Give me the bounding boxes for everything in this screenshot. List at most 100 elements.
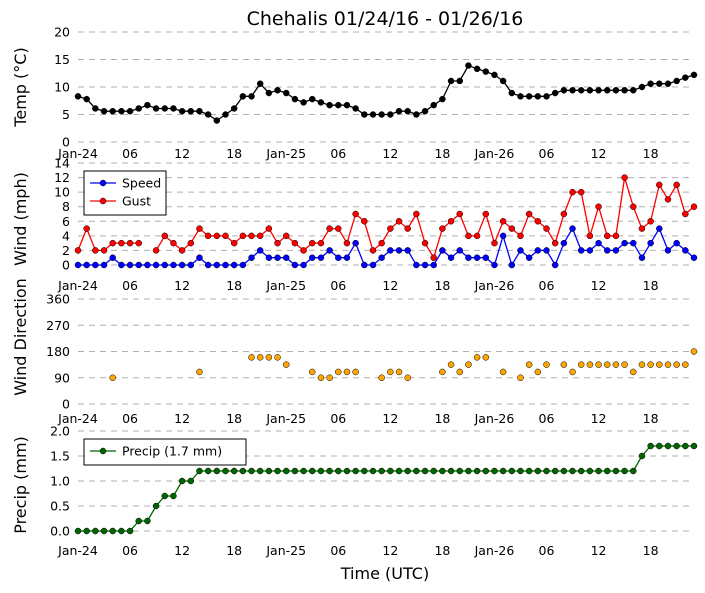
- data-point: [326, 374, 333, 381]
- data-point: [317, 254, 325, 261]
- y-tick-label: 2: [62, 243, 70, 258]
- data-point: [603, 232, 611, 240]
- data-point: [534, 467, 542, 475]
- y-tick-label: 0: [62, 135, 70, 150]
- y-tick-label: 10: [54, 80, 70, 95]
- data-point: [690, 203, 698, 210]
- data-point: [378, 374, 385, 381]
- data-point: [170, 239, 177, 247]
- x-tick-label: 12: [174, 146, 190, 161]
- data-point: [517, 93, 524, 100]
- data-point: [404, 225, 411, 232]
- data-point: [517, 232, 524, 240]
- data-point: [361, 218, 368, 225]
- data-point: [473, 232, 481, 240]
- x-tick-label: Jan-26: [474, 543, 515, 558]
- data-point: [239, 232, 247, 240]
- data-point: [317, 99, 325, 106]
- data-point: [152, 261, 160, 269]
- data-point: [656, 181, 663, 189]
- data-point: [126, 107, 134, 115]
- data-point: [569, 87, 576, 94]
- data-point: [291, 239, 299, 247]
- data-point: [256, 247, 264, 254]
- data-point: [560, 87, 568, 94]
- chart-title: Chehalis 01/24/16 - 01/26/16: [247, 8, 524, 30]
- y-tick-label: 1.0: [50, 474, 70, 489]
- data-point: [482, 210, 490, 218]
- data-point: [482, 467, 490, 475]
- data-point: [326, 101, 333, 109]
- data-point: [178, 247, 186, 254]
- data-point: [499, 232, 507, 240]
- data-point: [204, 232, 212, 240]
- data-point: [430, 254, 437, 261]
- data-point: [595, 87, 602, 94]
- data-point: [326, 225, 333, 232]
- data-point: [517, 374, 524, 381]
- data-point: [248, 254, 255, 261]
- data-point: [230, 261, 238, 269]
- data-point: [352, 239, 359, 247]
- data-point: [682, 442, 689, 450]
- data-point: [647, 361, 654, 368]
- data-point: [491, 71, 498, 79]
- data-point: [178, 261, 186, 269]
- data-point: [430, 101, 437, 109]
- data-point: [543, 93, 550, 100]
- data-point: [395, 467, 403, 475]
- series-precip-1-7-mm: [74, 442, 698, 535]
- y-tick-label: 1.5: [50, 449, 70, 464]
- data-point: [326, 467, 333, 475]
- x-tick-label: 12: [591, 543, 607, 558]
- data-point: [673, 361, 680, 368]
- data-point: [404, 467, 411, 475]
- data-point: [456, 210, 463, 218]
- x-tick-label: 12: [591, 278, 607, 293]
- data-point: [178, 477, 186, 485]
- data-point: [534, 218, 542, 225]
- data-point: [447, 77, 455, 85]
- y-tick-label: 12: [54, 170, 70, 185]
- data-point: [612, 247, 620, 254]
- data-point: [690, 348, 698, 355]
- x-tick-label: 18: [643, 146, 659, 161]
- data-point: [413, 111, 420, 118]
- data-point: [473, 254, 481, 261]
- data-point: [690, 442, 698, 450]
- data-point: [83, 95, 90, 103]
- data-point: [239, 93, 247, 100]
- data-point: [187, 107, 195, 115]
- data-point: [551, 467, 559, 475]
- data-point: [144, 517, 151, 525]
- data-point: [569, 368, 576, 376]
- data-point: [196, 225, 203, 232]
- data-point: [369, 111, 377, 118]
- data-point: [387, 247, 394, 254]
- data-point: [378, 467, 385, 475]
- data-point: [196, 467, 203, 475]
- data-point: [100, 261, 108, 269]
- data-point: [230, 105, 238, 112]
- x-tick-label: 06: [122, 278, 138, 293]
- data-point: [447, 218, 455, 225]
- data-point: [456, 368, 463, 376]
- data-point: [291, 467, 299, 475]
- data-point: [586, 361, 594, 368]
- x-tick-label: 18: [226, 146, 242, 161]
- x-tick-label: Jan-25: [265, 411, 306, 426]
- data-point: [352, 105, 359, 112]
- data-point: [343, 239, 351, 247]
- data-point: [577, 467, 585, 475]
- data-point: [204, 467, 212, 475]
- y-tick-label: 360: [46, 292, 70, 307]
- series-panel1-1: [74, 62, 698, 124]
- data-point: [439, 225, 446, 232]
- data-point: [100, 527, 108, 535]
- data-point: [621, 361, 628, 368]
- data-point: [439, 368, 446, 376]
- data-point: [525, 467, 533, 475]
- data-point: [196, 368, 203, 376]
- data-point: [196, 107, 203, 115]
- data-point: [473, 467, 481, 475]
